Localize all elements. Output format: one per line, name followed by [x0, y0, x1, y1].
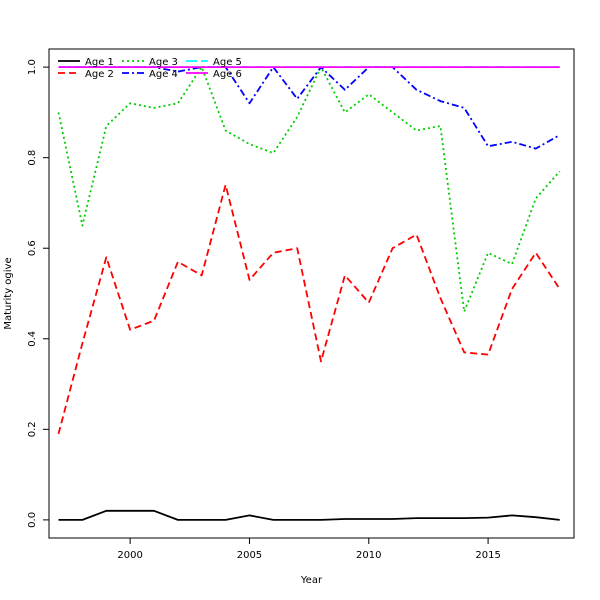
legend-label: Age 2: [85, 69, 114, 80]
series-layer: [57, 66, 561, 521]
plot-frame: [48, 48, 575, 539]
x-tick-label: 2000: [117, 550, 142, 561]
legend-label: Age 6: [213, 69, 242, 80]
x-tick-label: 2015: [475, 550, 500, 561]
series-line-age-2: [57, 183, 561, 435]
legend-label: Age 3: [149, 57, 178, 68]
x-axis-title: Year: [300, 575, 323, 586]
y-tick-label: 0.0: [27, 512, 38, 528]
series-line-age-1: [58, 509, 560, 521]
series-line-age-3: [57, 66, 561, 313]
y-tick-label: 1.0: [27, 59, 38, 75]
series-line-age-4: [58, 66, 561, 150]
y-tick-label: 0.6: [27, 240, 38, 256]
y-axis-title: Maturity ogive: [3, 257, 14, 329]
x-tick-label: 2005: [237, 550, 262, 561]
legend-label: Age 4: [149, 69, 178, 80]
y-tick-label: 0.8: [27, 150, 38, 166]
legend-label: Age 1: [85, 57, 114, 68]
y-tick-label: 0.4: [27, 331, 38, 347]
legend-label: Age 5: [213, 57, 242, 68]
y-tick-label: 0.2: [27, 421, 38, 437]
y-axis: 0.0 0.2 0.4 0.6 0.8 1.0: [27, 59, 49, 528]
x-tick-label: 2010: [356, 550, 381, 561]
x-axis: 2000 2005 2010 2015: [117, 538, 501, 561]
